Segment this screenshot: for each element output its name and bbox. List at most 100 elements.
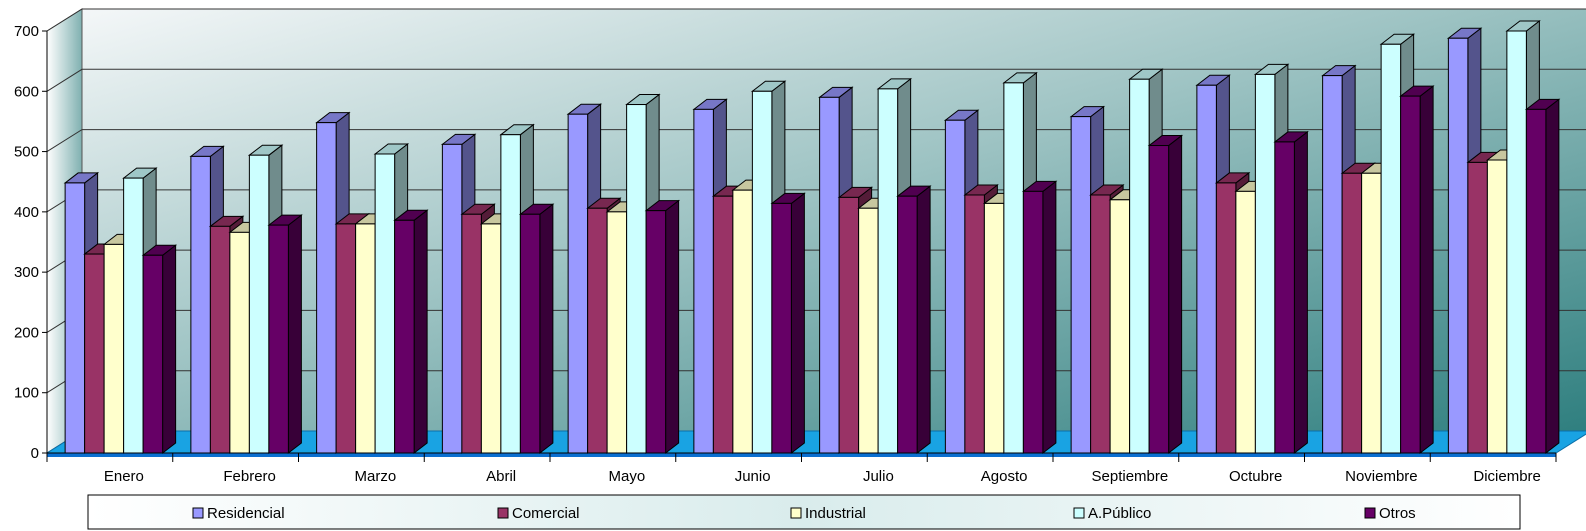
bar-front (626, 104, 647, 454)
bar-front (1274, 141, 1295, 454)
bar-front (964, 194, 985, 454)
bar-front (461, 213, 482, 454)
bar-side (539, 203, 554, 455)
x-tick-label: Mayo (609, 468, 646, 485)
bar-front (268, 224, 289, 454)
legend-swatch (790, 507, 802, 519)
bar (1147, 134, 1184, 455)
x-tick-label: Julio (863, 468, 894, 485)
bar (1273, 130, 1309, 455)
x-tick-label: Abril (486, 468, 516, 485)
bar-side (162, 244, 177, 455)
bar-front (1090, 194, 1111, 454)
bar-front (606, 211, 628, 454)
gridline (46, 8, 1586, 32)
bar-front (1235, 190, 1256, 454)
bar-front (1129, 78, 1150, 454)
bar-front (1467, 161, 1488, 454)
x-tick-label: Junio (735, 468, 771, 485)
bar-front (1022, 190, 1044, 454)
legend-label: Otros (1379, 505, 1416, 522)
bar-front (123, 177, 144, 454)
bar-side (916, 185, 931, 455)
bar-front (335, 223, 357, 454)
y-tick-label: 100 (14, 385, 39, 402)
bar-front (1525, 108, 1547, 454)
bar-front (587, 207, 608, 454)
bar-front (1447, 37, 1469, 454)
y-tick-label: 500 (14, 144, 39, 161)
bar (644, 199, 681, 455)
bar-front (441, 143, 463, 454)
y-tick-label: 300 (14, 264, 39, 281)
legend-swatch (1073, 507, 1085, 519)
bar-front (771, 202, 792, 454)
legend-box (87, 494, 1521, 530)
bar-front (1486, 159, 1508, 454)
bar-front (897, 195, 918, 454)
bar (393, 209, 429, 455)
bar-front (1148, 145, 1170, 454)
bar-side (665, 199, 680, 455)
bar-front (1361, 172, 1382, 454)
bar-side (1293, 130, 1308, 455)
bar-front (500, 134, 521, 454)
bar-front (316, 122, 337, 454)
bar-front (1070, 116, 1092, 454)
gridline (46, 68, 1586, 92)
x-tick-label: Octubre (1229, 468, 1282, 485)
legend-swatch (192, 507, 204, 519)
bar-front (519, 213, 541, 454)
legend-swatch (1364, 507, 1376, 519)
bar-side (1042, 180, 1057, 455)
y-tick-label: 400 (14, 204, 39, 221)
bar-side (790, 192, 805, 455)
bar-front (84, 253, 105, 454)
bar-front (209, 225, 231, 454)
y-tick-label: 0 (31, 445, 39, 462)
bar-front (355, 223, 376, 454)
legend: Residencial Comercial Industrial A.Público O… (87, 494, 1521, 530)
axes: 0 100 200 300 400 500 600 700 Enero Febrero Marzo A… (14, 23, 1557, 485)
bar-front (567, 113, 589, 454)
bar (1021, 180, 1058, 455)
bar-side (287, 214, 302, 455)
bar-front (1215, 182, 1237, 454)
x-tick-label: Agosto (981, 468, 1028, 485)
bar-front (374, 153, 396, 454)
bar-front (229, 231, 250, 454)
bar-front (1400, 95, 1421, 454)
bar-front (944, 119, 966, 454)
legend-label: Comercial (512, 505, 580, 522)
bar-front (248, 154, 270, 454)
bar-front (858, 207, 879, 454)
bar-front (64, 182, 86, 454)
bar-front (1196, 84, 1217, 454)
bar-front (480, 223, 502, 454)
bar (1399, 85, 1435, 455)
bar-front (1254, 73, 1276, 454)
bar (770, 192, 806, 455)
x-tick-label: Septiembre (1092, 468, 1169, 485)
bar-front (1003, 82, 1024, 454)
bar (267, 214, 303, 455)
bar-front (693, 108, 714, 454)
bar-front (819, 96, 840, 454)
y-tick-label: 600 (14, 83, 39, 100)
x-tick-label: Diciembre (1473, 468, 1541, 485)
bar-front (645, 210, 667, 454)
bar-side (1545, 98, 1560, 455)
bar (1524, 98, 1561, 455)
bar-front (190, 155, 211, 454)
x-tick-label: Noviembre (1345, 468, 1418, 485)
bar-front (751, 90, 773, 454)
bar-front (394, 219, 415, 454)
bar-front (712, 195, 734, 454)
bar-front (1322, 75, 1343, 454)
y-tick-label: 700 (14, 23, 39, 40)
bar-front (1380, 43, 1402, 454)
bar-side (413, 209, 428, 455)
bar-front (838, 196, 860, 454)
bar-front (732, 189, 753, 454)
